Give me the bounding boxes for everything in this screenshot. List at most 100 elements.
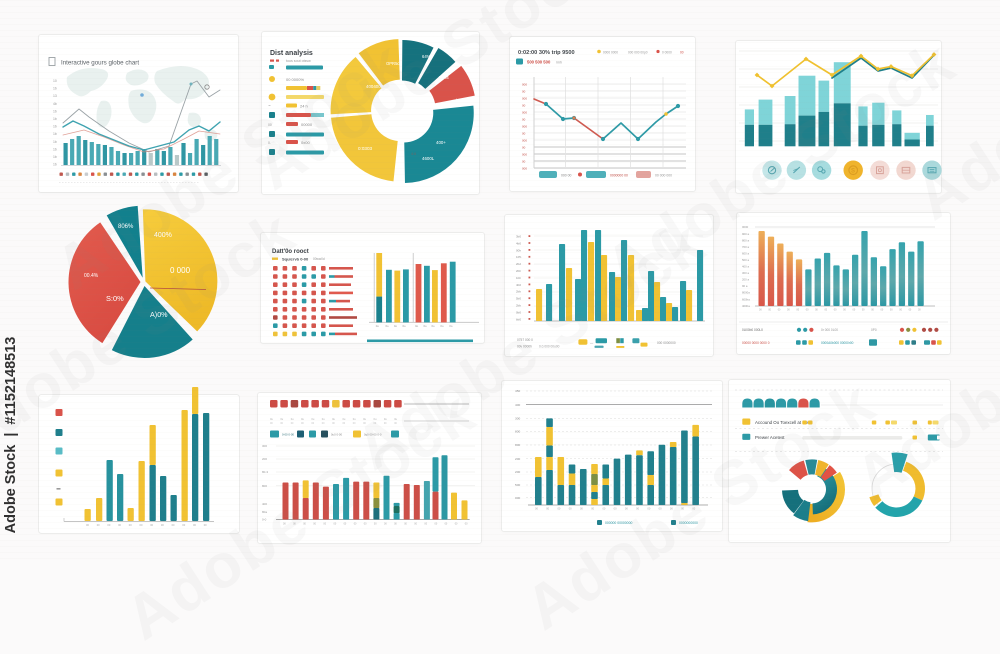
svg-text:bb0: bb0 [516, 317, 521, 321]
svg-text:00000: 00000 [301, 122, 313, 127]
svg-text:00: 00 [97, 523, 100, 527]
svg-text:00: 00 [862, 309, 865, 312]
svg-text:0000000 00: 0000000 00 [610, 174, 628, 178]
svg-text:1b: 1b [53, 109, 57, 113]
svg-text:0757 000 0: 0757 000 0 [517, 338, 533, 342]
svg-text:00: 00 [787, 309, 790, 312]
svg-text:Accound Oo Toexcell at me: Accound Oo Toexcell at me [755, 420, 809, 425]
svg-text:000 000 00p0: 000 000 00p0 [628, 51, 648, 55]
svg-text:800: 800 [515, 430, 520, 434]
svg-text:1b: 1b [53, 132, 57, 136]
svg-text:0.: 0. [268, 141, 271, 145]
svg-text:00: 00 [332, 422, 335, 425]
svg-text:0U00b0 000L0: 0U00b0 000L0 [742, 328, 763, 332]
svg-text:—: — [590, 341, 594, 345]
svg-text:00: 00 [680, 51, 684, 55]
svg-text:00: 00 [344, 523, 347, 526]
svg-text:00: 00 [890, 309, 893, 312]
svg-text:4b0: 4b0 [516, 283, 521, 287]
svg-text:00: 00 [445, 523, 448, 526]
svg-text:3b0: 3b0 [516, 235, 521, 239]
svg-text:00: 00 [522, 90, 526, 94]
svg-text:00: 00 [602, 507, 605, 511]
svg-text:00: 00 [853, 309, 856, 312]
svg-text:00: 00 [374, 422, 377, 425]
svg-text:00 000 000: 00 000 000 [655, 174, 672, 178]
svg-text:46%4: 46%4 [438, 75, 449, 80]
svg-text:80-3: 80-3 [262, 470, 268, 474]
svg-text:1b: 1b [53, 87, 57, 91]
svg-text:4b: 4b [53, 102, 57, 106]
svg-text:00: 00 [394, 422, 397, 425]
svg-text:00: 00 [363, 422, 366, 425]
svg-text:0P0: 0P0 [871, 328, 877, 332]
svg-text:b0o4: b0o4 [456, 98, 466, 103]
svg-text:00: 00 [546, 507, 549, 511]
svg-text:A)0%: A)0% [150, 310, 168, 319]
svg-text:00v 0000h: 00v 0000h [517, 345, 532, 349]
svg-text:000: 000 [515, 496, 520, 500]
svg-text:000: 000 [522, 125, 527, 129]
svg-text:800: 800 [262, 484, 267, 488]
svg-text:0u: 0u [342, 417, 345, 421]
svg-text:0o: 0o [376, 324, 380, 328]
svg-text:00: 00 [394, 523, 397, 526]
svg-text:0q0 00-00 0-0: 0q0 00-00 0-0 [364, 433, 382, 437]
svg-text:400: 400 [262, 502, 267, 506]
svg-text:300: 300 [262, 444, 267, 448]
svg-text:00: 00 [293, 523, 296, 526]
svg-text:300: 300 [515, 417, 520, 421]
svg-text:10: 10 [53, 79, 57, 83]
svg-text:0u: 0u [394, 417, 397, 421]
svg-text:Prewer Acetest: Prewer Acetest [755, 435, 785, 440]
svg-text:00: 00 [311, 422, 314, 425]
svg-text:000: 000 [522, 97, 527, 101]
svg-text:00: 00 [107, 523, 110, 527]
svg-text:00000 0000 0000 0: 00000 0000 0000 0 [742, 341, 770, 345]
svg-text:00: 00 [625, 507, 628, 511]
svg-text:00: 00 [424, 523, 427, 526]
svg-text:400: 400 [515, 403, 520, 407]
svg-text:00: 00 [768, 309, 771, 312]
svg-text:80a: 80a [262, 510, 267, 514]
svg-text:/mh: /mh [556, 61, 562, 65]
svg-text:00: 00 [522, 118, 526, 122]
svg-text:0u: 0u [332, 417, 335, 421]
svg-text:0u: 0u [322, 417, 325, 421]
svg-text:Interactive gours globe chart: Interactive gours globe chart [61, 60, 139, 67]
svg-text:400ha: 400ha [742, 304, 750, 308]
svg-text:400 a: 400 a [742, 265, 749, 269]
svg-text:00: 00 [384, 523, 387, 526]
svg-text:0u: 0u [384, 417, 387, 421]
svg-text:00: 00 [522, 146, 526, 150]
svg-text:400%: 400% [154, 232, 172, 239]
svg-text:1b: 1b [53, 125, 57, 129]
svg-text:00: 00 [140, 523, 143, 527]
svg-text:200 a: 200 a [742, 278, 749, 282]
svg-text:00: 00 [614, 507, 617, 511]
svg-text:0u: 0u [374, 417, 377, 421]
svg-text:00: 00 [759, 309, 762, 312]
svg-text:1Pb: 1Pb [516, 255, 522, 259]
svg-text:00: 00 [881, 309, 884, 312]
svg-text:0o: 0o [415, 324, 419, 328]
svg-text:2bh: 2bh [516, 269, 521, 273]
svg-text:900 a: 900 a [742, 232, 749, 236]
svg-text:000 0000000: 000 0000000 [657, 341, 676, 345]
svg-text:0u: 0u [311, 417, 314, 421]
svg-text:000: 000 [522, 167, 527, 171]
svg-text:00: 00 [283, 523, 286, 526]
svg-text:00: 00 [778, 309, 781, 312]
svg-text:Dist analysis: Dist analysis [270, 50, 313, 57]
svg-text:00: 00 [871, 309, 874, 312]
svg-text:0u: 0u [291, 417, 294, 421]
svg-text:800: 800 [515, 443, 520, 447]
svg-text:0x00: 0x00 [301, 140, 310, 145]
svg-text:00: 00 [909, 309, 912, 312]
svg-text:500: 500 [515, 483, 520, 487]
svg-text:00: 00 [303, 523, 306, 526]
svg-text:00: 00 [404, 523, 407, 526]
svg-text:0-0: 0-0 [262, 518, 267, 522]
svg-text:00: 00 [334, 523, 337, 526]
svg-text:00: 00 [692, 507, 695, 511]
